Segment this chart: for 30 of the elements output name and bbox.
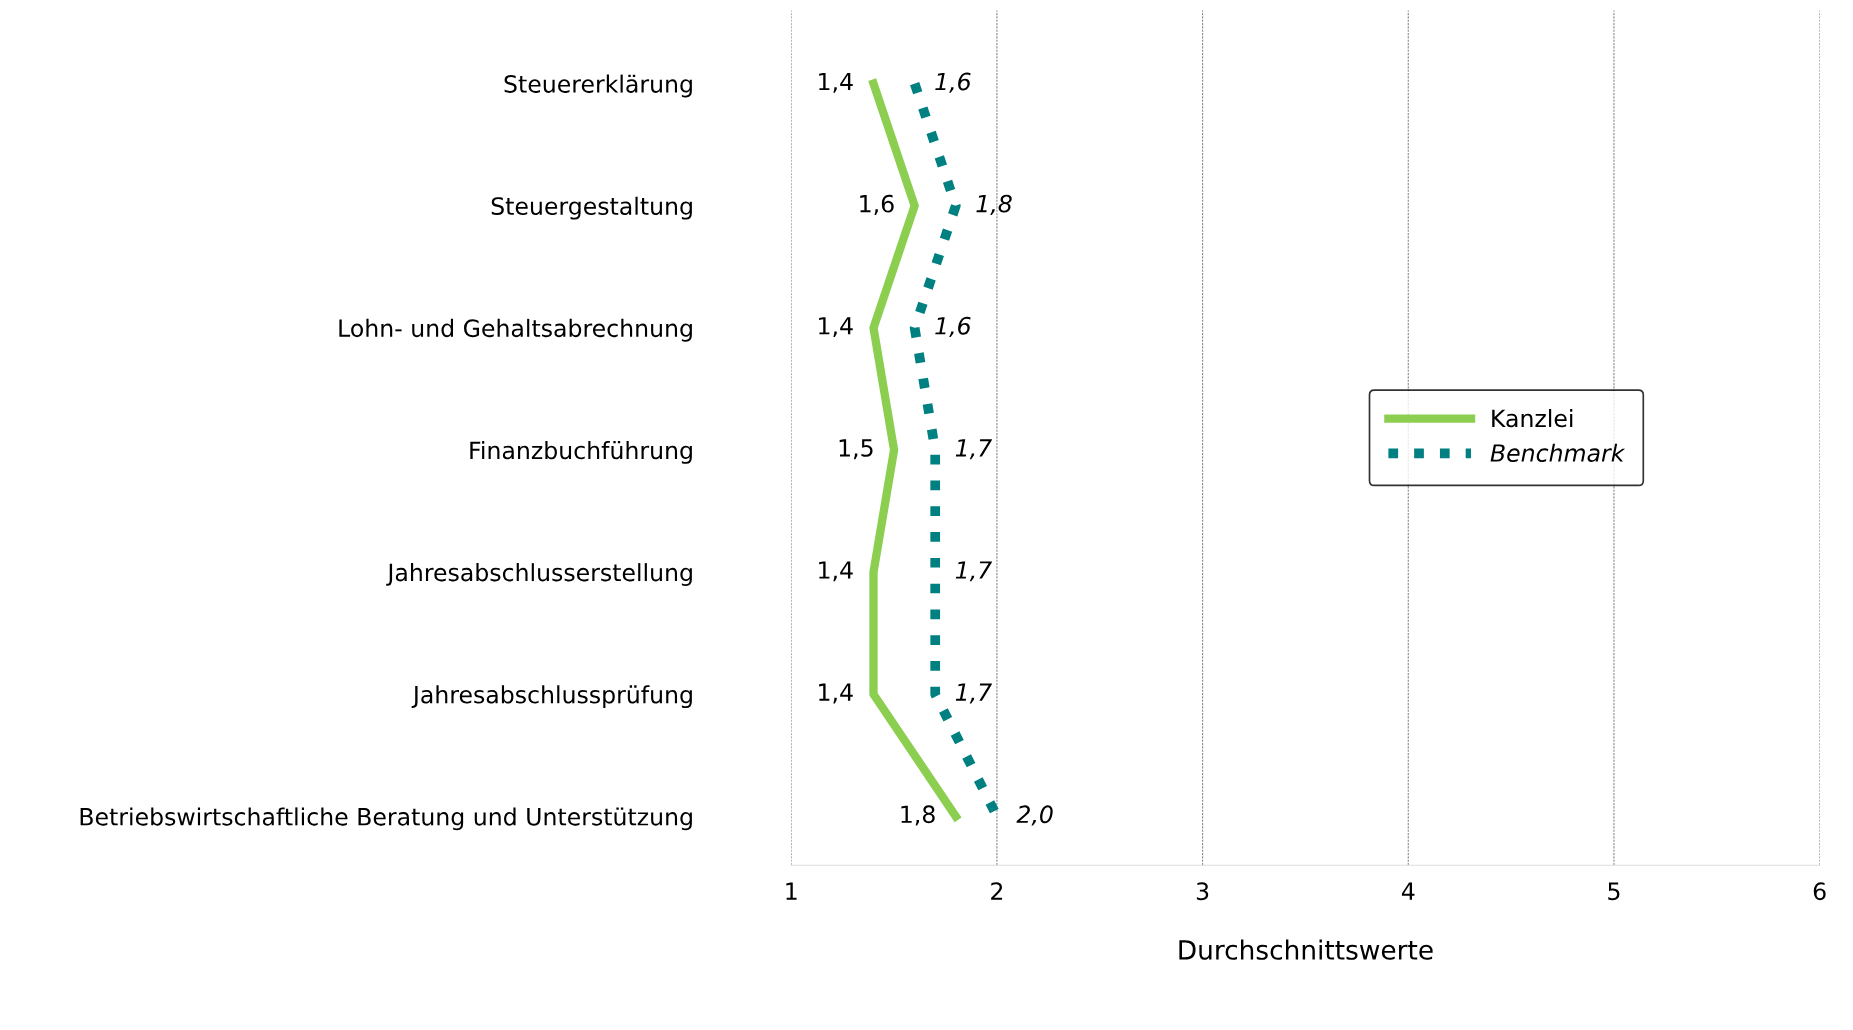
- x-axis-title: Durchschnittswerte: [1179, 939, 1433, 960]
- legend-label: Benchmark: [1490, 443, 1626, 462]
- data-label: 1,4: [819, 72, 853, 93]
- legend-label: Kanzlei: [1492, 409, 1573, 428]
- data-label: 1,8: [901, 805, 935, 826]
- y-tick-label: Steuergestaltung: [491, 196, 692, 220]
- data-label: 1,6: [860, 194, 894, 215]
- y-tick-label: Jahresabschlussprüfung: [411, 685, 692, 709]
- data-label: 1,7: [955, 439, 992, 460]
- data-label: 1,7: [955, 683, 992, 704]
- x-tick-label: 5: [1608, 882, 1620, 901]
- x-tick-label: 6: [1813, 882, 1826, 901]
- data-label: 1,7: [955, 561, 992, 582]
- y-tick-label: Betriebswirtschaftliche Beratung und Unterstützung: [80, 807, 692, 831]
- x-tick-label: 1: [786, 882, 797, 900]
- x-tick-label: 3: [1196, 882, 1209, 901]
- data-label: 1,4: [819, 683, 853, 704]
- y-tick-label: Finanzbuchführung: [470, 440, 692, 464]
- data-label: 1,8: [976, 194, 1012, 215]
- data-label: 1,5: [839, 439, 873, 460]
- data-label: 1,4: [819, 317, 853, 338]
- data-label: 2,0: [1016, 805, 1053, 826]
- y-tick-label: Steuererklärung: [504, 74, 692, 98]
- y-tick-label: Jahresabschlusserstellung: [386, 563, 692, 586]
- x-tick-label: 4: [1401, 882, 1415, 900]
- data-label: 1,4: [819, 561, 853, 582]
- data-label: 1,6: [935, 316, 971, 338]
- x-tick-label: 2: [991, 882, 1003, 900]
- data-label: 1,6: [935, 72, 971, 93]
- y-tick-label: Lohn- und Gehaltsabrechnung: [339, 318, 692, 342]
